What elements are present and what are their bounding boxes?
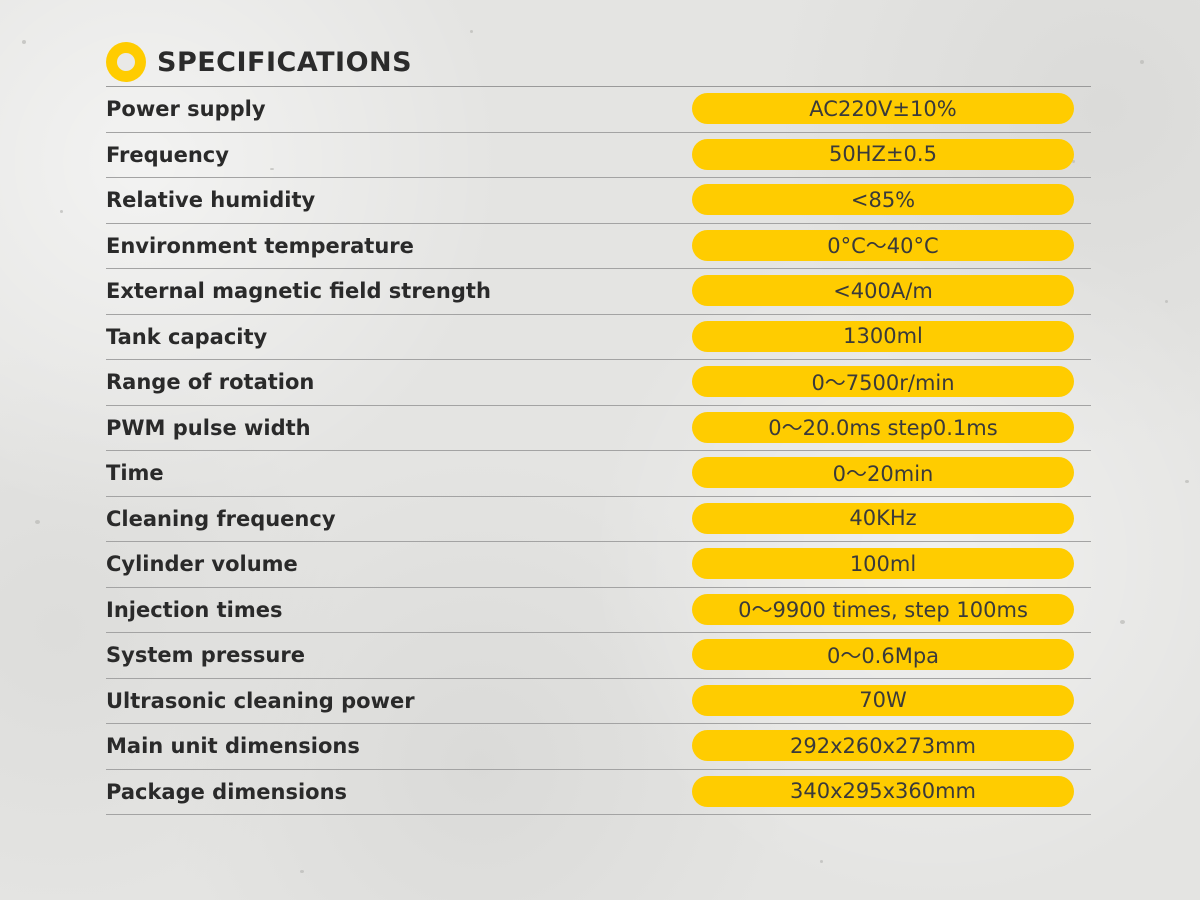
background-speck — [1120, 620, 1125, 624]
spec-row-cleaning-frequency: Cleaning frequency 40KHz — [106, 497, 1091, 542]
spec-label: Relative humidity — [106, 188, 316, 212]
section-header: SPECIFICATIONS — [106, 40, 412, 84]
spec-value: 50HZ±0.5 — [692, 138, 1074, 170]
background-speck — [1140, 60, 1144, 64]
spec-row-tank-capacity: Tank capacity 1300ml — [106, 315, 1091, 360]
background-speck — [35, 520, 40, 524]
spec-row-system-pressure: System pressure 0〜0.6Mpa — [106, 633, 1091, 679]
background-speck — [22, 40, 26, 44]
spec-value: 0〜20min — [692, 457, 1074, 488]
spec-label: Environment temperature — [106, 233, 414, 258]
background-speck — [300, 870, 304, 873]
spec-label: System pressure — [106, 643, 305, 667]
spec-value: 0〜7500r/min — [692, 366, 1074, 397]
spec-value: 292x260x273mm — [692, 730, 1074, 761]
spec-value: AC220V±10% — [692, 93, 1074, 124]
background-speck — [270, 168, 274, 170]
spec-row-cylinder-volume: Cylinder volume 100ml — [106, 542, 1091, 588]
spec-label: Cylinder volume — [106, 552, 298, 576]
spec-row-time: Time 0〜20min — [106, 451, 1091, 497]
page-title: SPECIFICATIONS — [157, 46, 413, 78]
spec-row-magnetic-field: External magnetic field strength <400A/m — [106, 269, 1091, 315]
background-speck — [820, 860, 823, 863]
spec-value: <400A/m — [692, 275, 1074, 306]
spec-value: 70W — [692, 684, 1074, 716]
spec-label: Package dimensions — [106, 779, 348, 804]
spec-value: 0〜0.6Mpa — [692, 639, 1074, 670]
spec-row-pwm-pulse-width: PWM pulse width 0〜20.0ms step0.1ms — [106, 406, 1091, 451]
spec-label: Power supply — [106, 97, 266, 121]
header-divider — [106, 86, 1091, 87]
spec-label: Injection times — [106, 597, 283, 622]
spec-row-ultrasonic-power: Ultrasonic cleaning power 70W — [106, 679, 1091, 724]
spec-row-relative-humidity: Relative humidity <85% — [106, 178, 1091, 224]
spec-value: 0〜20.0ms step0.1ms — [692, 411, 1074, 443]
spec-label: Tank capacity — [106, 324, 268, 349]
spec-value: 1300ml — [692, 320, 1074, 352]
spec-row-environment-temperature: Environment temperature 0°C〜40°C — [106, 224, 1091, 269]
spec-label: Cleaning frequency — [106, 506, 336, 531]
spec-value: 0°C〜40°C — [692, 229, 1074, 261]
spec-table: Power supply AC220V±10% Frequency 50HZ±0… — [106, 87, 1091, 815]
spec-label: Ultrasonic cleaning power — [106, 688, 415, 713]
background-speck — [1165, 300, 1168, 303]
spec-row-injection-times: Injection times 0〜9900 times, step 100ms — [106, 588, 1091, 633]
spec-value: <85% — [692, 184, 1074, 215]
spec-label: Time — [106, 461, 164, 485]
spec-value: 100ml — [692, 548, 1074, 579]
background-speck — [60, 210, 63, 213]
spec-label: External magnetic field strength — [106, 279, 491, 303]
spec-label: Frequency — [106, 142, 229, 167]
spec-value: 40KHz — [692, 502, 1074, 534]
ring-icon — [106, 42, 146, 82]
spec-row-frequency: Frequency 50HZ±0.5 — [106, 133, 1091, 178]
spec-value: 0〜9900 times, step 100ms — [692, 593, 1074, 625]
spec-row-range-of-rotation: Range of rotation 0〜7500r/min — [106, 360, 1091, 406]
spec-row-main-unit-dimensions: Main unit dimensions 292x260x273mm — [106, 724, 1091, 770]
spec-value: 340x295x360mm — [692, 775, 1074, 807]
spec-row-package-dimensions: Package dimensions 340x295x360mm — [106, 770, 1091, 815]
background-speck — [1185, 480, 1189, 483]
spec-label: PWM pulse width — [106, 415, 311, 440]
background-speck — [1072, 160, 1075, 163]
spec-row-power-supply: Power supply AC220V±10% — [106, 87, 1091, 133]
spec-label: Range of rotation — [106, 370, 315, 394]
background-speck — [470, 30, 473, 33]
spec-label: Main unit dimensions — [106, 734, 360, 758]
